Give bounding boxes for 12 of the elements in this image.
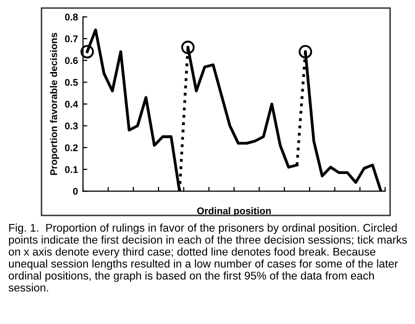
y-tick-label: 0.1: [65, 166, 78, 173]
y-tick-label: 0.4: [65, 100, 78, 108]
y-tick-label: 0: [73, 188, 78, 195]
x-axis-title: Ordinal position: [197, 207, 271, 216]
y-tick-label: 0.7: [65, 35, 78, 42]
caption: Fig. 1. Proportion of rulings in favor of the prisoners by ordinal position. Circled points indicate the first decision in each of the three decision sessions; tick marks on x axis denote every third case; dotted line denotes food break. Because unequal session lengths resulted in a low number of cases for some of the later ordinal positions, the graph is based on the first 95% of the data from each session.: [8, 224, 407, 292]
y-tick-label: 0.5: [65, 78, 78, 86]
y-tick-label: 0.6: [65, 57, 78, 64]
y-axis-title: Proportion favorable decisions: [50, 32, 60, 175]
y-tick-label: 0.2: [65, 144, 78, 152]
y-tick-label: 0.3: [65, 122, 78, 130]
y-tick-label: 0.8: [65, 14, 78, 20]
